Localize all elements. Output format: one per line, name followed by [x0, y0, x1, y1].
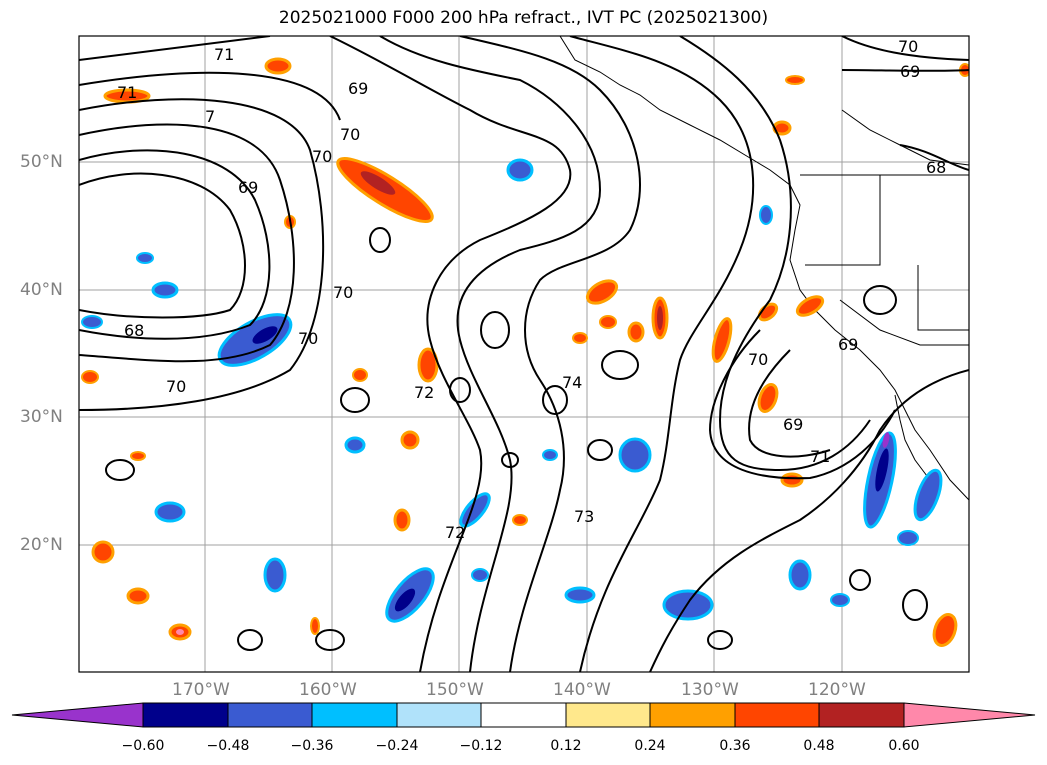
contour-label: 68 — [124, 321, 144, 340]
colorbar-tick-label: −0.60 — [121, 738, 165, 754]
colorbar-tick-label: 0.36 — [719, 738, 751, 754]
longitude-label: 140°W — [553, 680, 611, 700]
latitude-label: 20°N — [20, 535, 63, 555]
contour-label: 68 — [926, 158, 946, 177]
latitude-label: 50°N — [20, 152, 63, 172]
refractivity-contours — [79, 36, 969, 672]
colorbar — [11, 702, 1036, 728]
longitude-label: 130°W — [681, 680, 739, 700]
longitude-label: 160°W — [299, 680, 357, 700]
colorbar-tick-label: −0.48 — [206, 738, 250, 754]
contour-label: 69 — [783, 415, 803, 434]
contour-label: 73 — [574, 507, 594, 526]
contour-labels: 71 71 7 69 70 70 69 70 68 70 70 74 70 69… — [117, 37, 946, 542]
longitude-label: 120°W — [808, 680, 866, 700]
contour-label: 69 — [900, 62, 920, 81]
coastlines — [559, 36, 969, 501]
contour-label: 70 — [898, 37, 918, 56]
colorbar-tick-label: 0.60 — [888, 738, 920, 754]
positive-anomaly-shading — [81, 57, 969, 647]
longitude-label: 170°W — [172, 680, 230, 700]
contour-label: 71 — [214, 45, 234, 64]
contour-label: 70 — [333, 283, 353, 302]
contour-label: 69 — [238, 178, 258, 197]
colorbar-tick-label: −0.12 — [459, 738, 503, 754]
contour-label: 71 — [117, 83, 137, 102]
colorbar-tick-label: 0.24 — [634, 738, 666, 754]
contour-label: 71 — [810, 447, 830, 466]
longitude-label: 150°W — [426, 680, 484, 700]
contour-label: 74 — [562, 373, 582, 392]
latitude-label: 40°N — [20, 280, 63, 300]
map-frame — [78, 35, 970, 673]
contour-label: 70 — [298, 329, 318, 348]
contour-label: 69 — [348, 79, 368, 98]
negative-anomaly-shading — [81, 158, 943, 623]
colorbar-tick-label: −0.24 — [375, 738, 419, 754]
map-frame-background — [79, 36, 969, 672]
colorbar-arrow-low — [11, 702, 144, 728]
contour-label: 7 — [205, 107, 215, 126]
contour-label: 69 — [838, 335, 858, 354]
contour-label: 72 — [445, 523, 465, 542]
colorbar-tick-label: −0.36 — [290, 738, 334, 754]
latitude-label: 30°N — [20, 407, 63, 427]
contour-label: 70 — [312, 147, 332, 166]
contour-label: 70 — [166, 377, 186, 396]
colorbar-tick-label: 0.48 — [803, 738, 835, 754]
contour-label: 72 — [414, 383, 434, 402]
contour-label: 70 — [748, 350, 768, 369]
map-title: 2025021000 F000 200 hPa refract., IVT PC… — [278, 8, 769, 28]
contour-label: 70 — [340, 125, 360, 144]
colorbar-tick-label: 0.12 — [550, 738, 582, 754]
colorbar-arrow-high — [903, 702, 1036, 728]
